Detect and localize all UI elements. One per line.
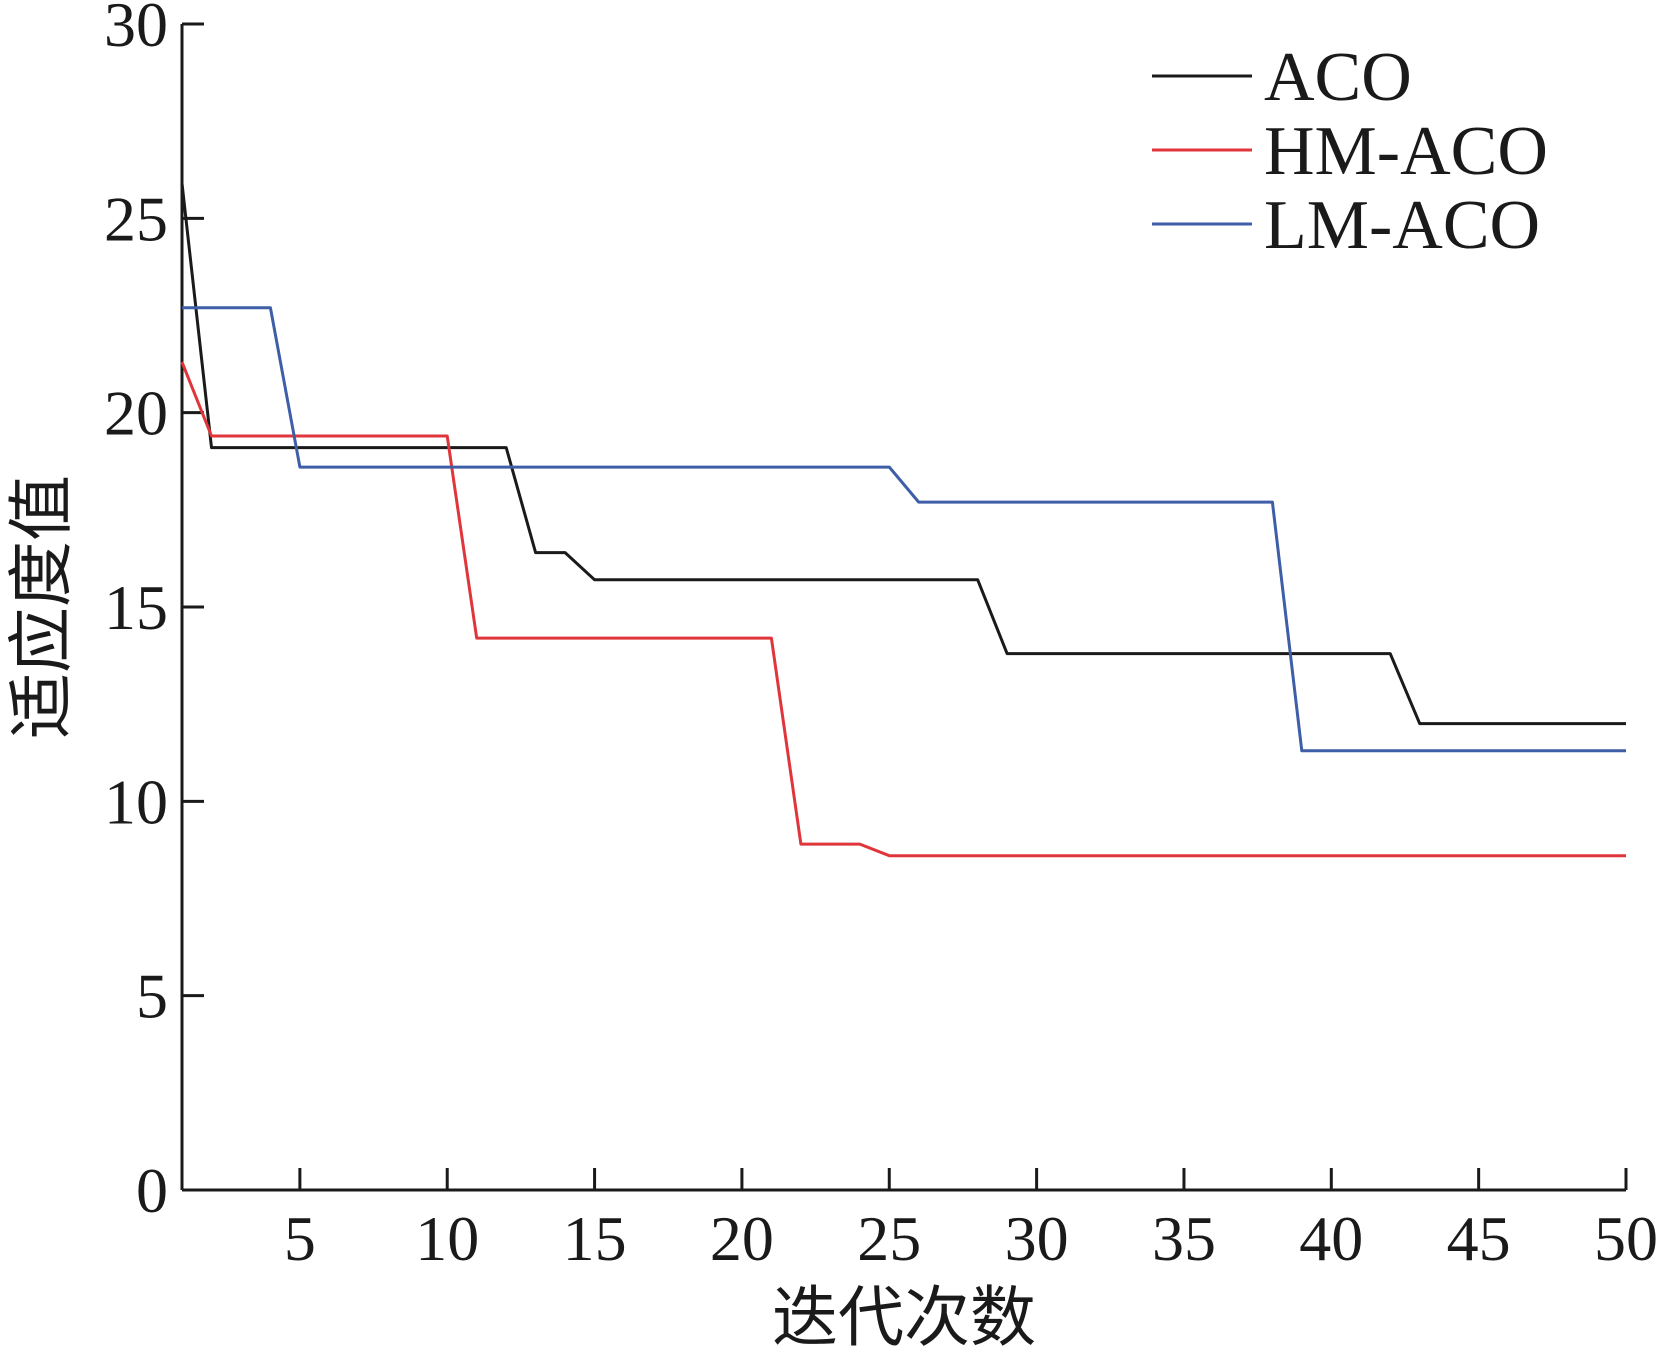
- x-tick-label: 10: [415, 1203, 479, 1274]
- series-line-lm-aco: [182, 306, 1626, 753]
- series-line-hm-aco: [180, 361, 1626, 858]
- y-tick-label: 30: [104, 0, 168, 60]
- x-tick-label: 40: [1299, 1203, 1363, 1274]
- x-tick-label: 25: [857, 1203, 921, 1274]
- series-layer: [180, 183, 1626, 858]
- ticks: 5 10 15 20 25 30 35 40 45 50 0 5 10 15 20 25 30: [104, 0, 1658, 1274]
- x-tick-label: 5: [284, 1203, 316, 1274]
- x-axis-label: 迭代次数: [772, 1279, 1036, 1354]
- y-tick-label: 15: [104, 572, 168, 643]
- legend-label-lm-aco: LM-ACO: [1264, 187, 1540, 264]
- x-tick-label: 15: [563, 1203, 627, 1274]
- legend-label-hm-aco: HM-ACO: [1264, 113, 1548, 190]
- x-tick-label: 45: [1447, 1203, 1511, 1274]
- series-line-aco: [180, 183, 1626, 726]
- y-tick-label: 5: [136, 961, 168, 1032]
- y-tick-label: 0: [136, 1155, 168, 1226]
- y-tick-label: 20: [104, 378, 168, 449]
- y-tick-label: 10: [104, 766, 168, 837]
- x-tick-label: 35: [1152, 1203, 1216, 1274]
- y-tick-label: 25: [104, 183, 168, 254]
- x-tick-label: 30: [1005, 1203, 1069, 1274]
- y-axis-label: 适应度值: [3, 475, 80, 739]
- x-tick-label: 50: [1594, 1203, 1658, 1274]
- x-tick-label: 20: [710, 1203, 774, 1274]
- legend-label-aco: ACO: [1264, 39, 1412, 116]
